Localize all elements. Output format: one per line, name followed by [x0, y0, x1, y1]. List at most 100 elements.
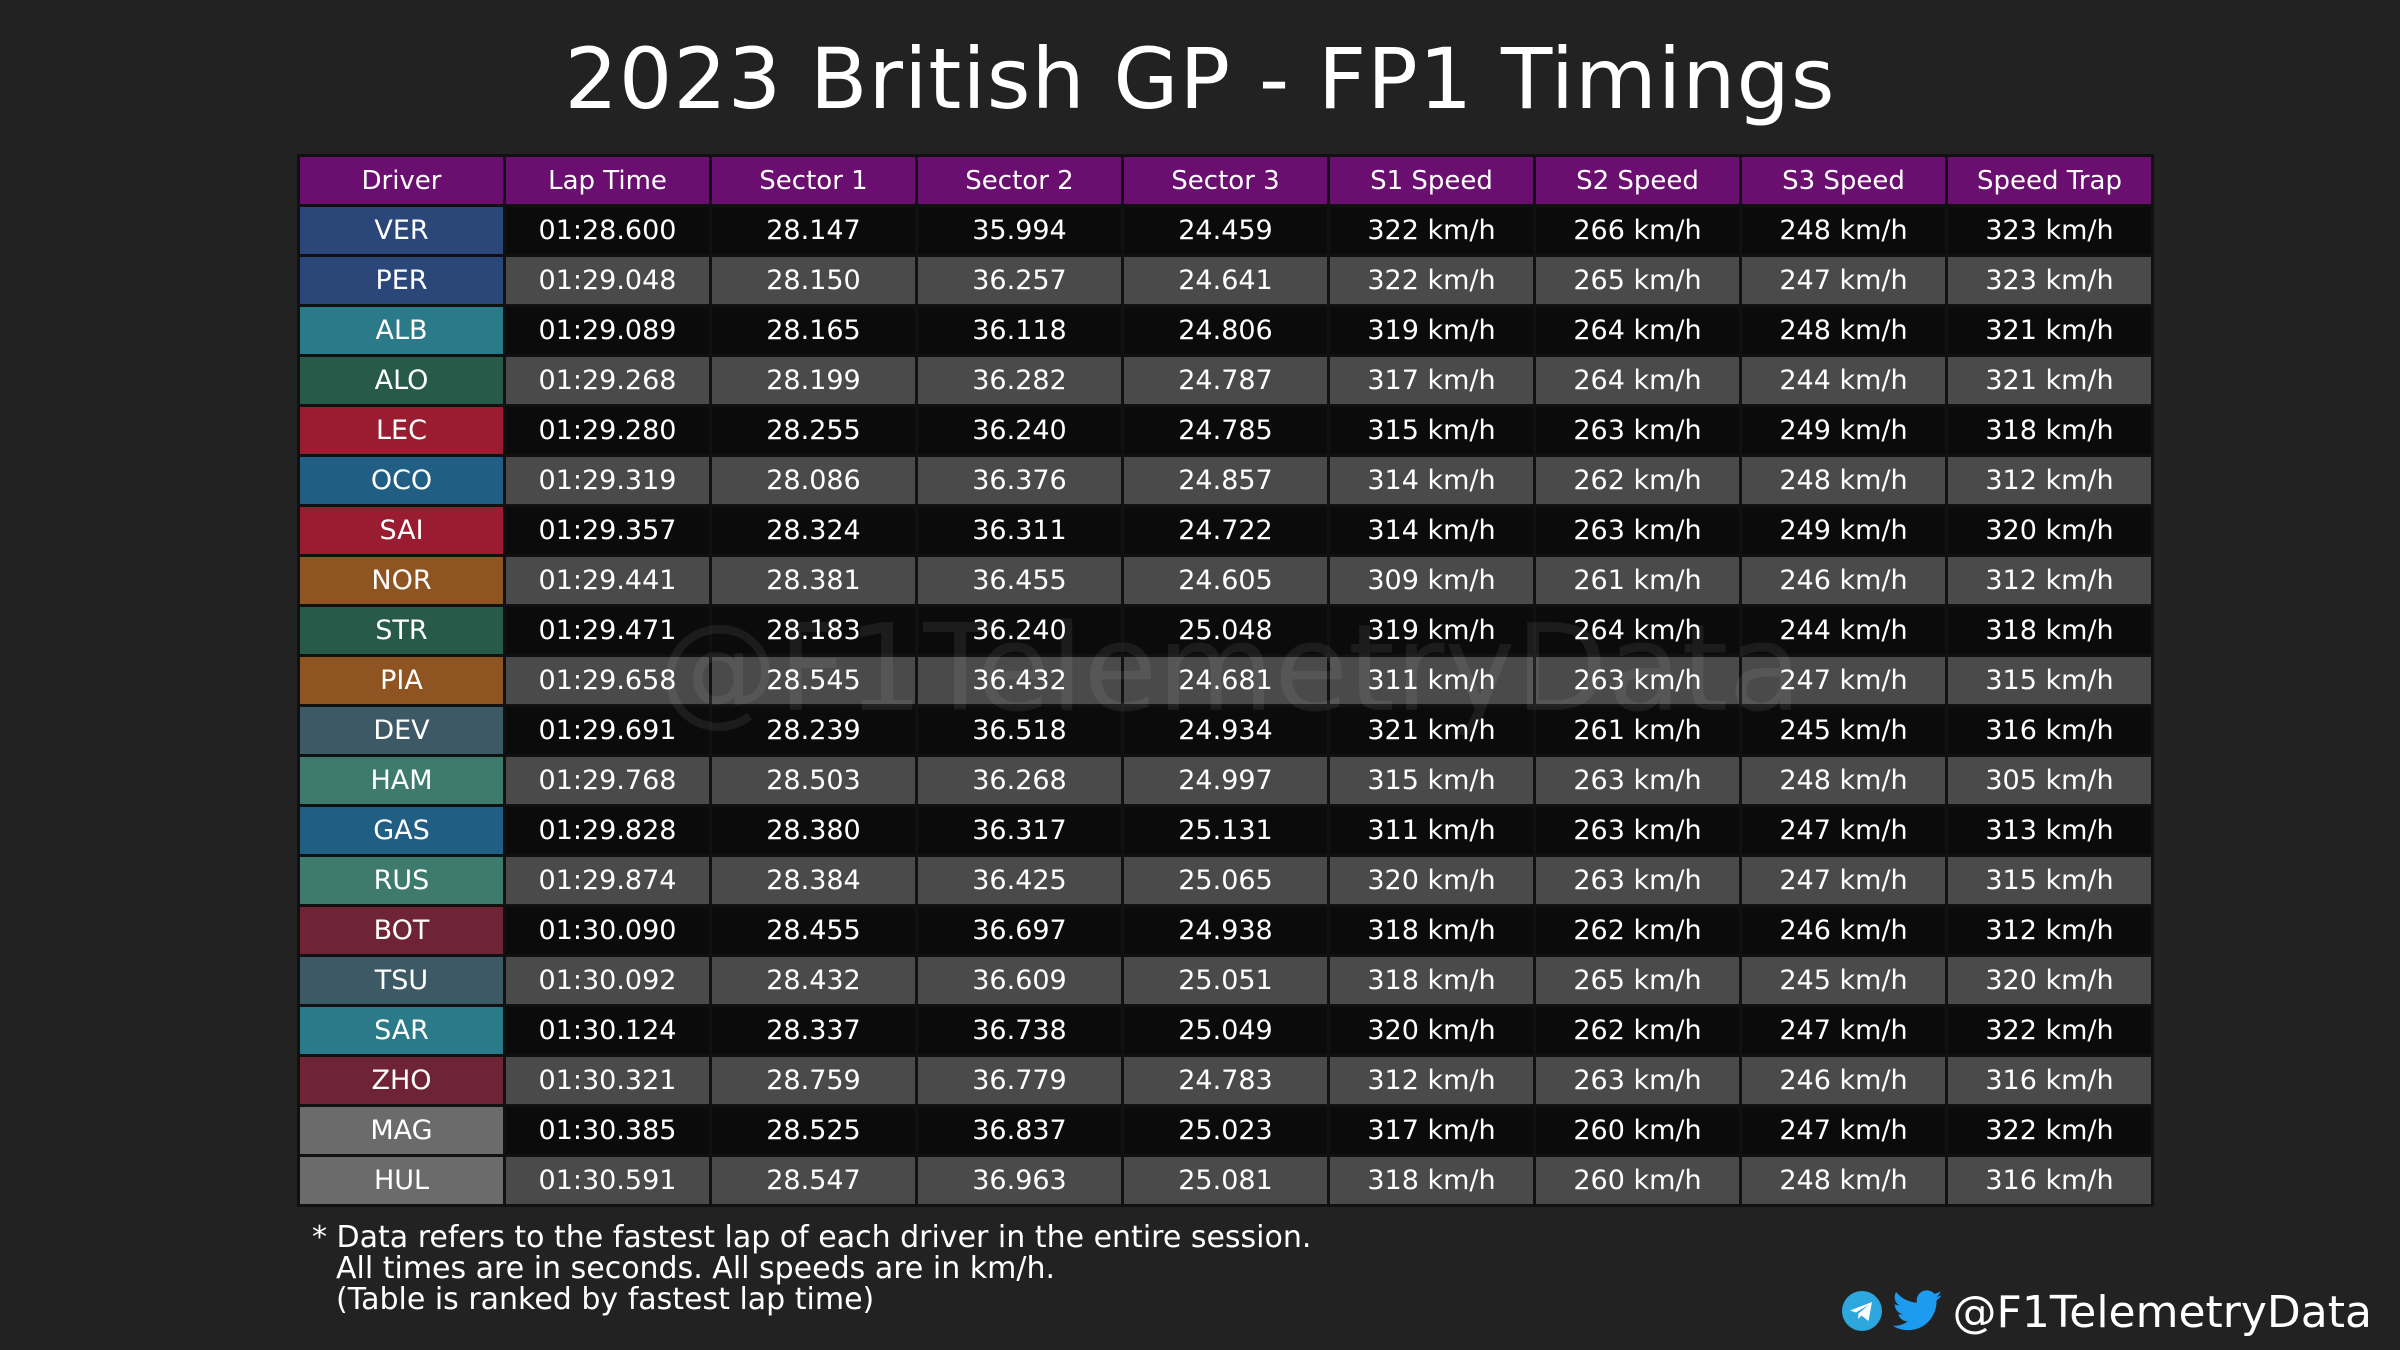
sector-1-cell: 28.381: [712, 557, 915, 604]
telegram-icon[interactable]: [1841, 1290, 1883, 1336]
s2-speed-cell: 262 km/h: [1536, 1007, 1739, 1054]
lap-time-cell: 01:30.090: [506, 907, 709, 954]
sector-1-cell: 28.199: [712, 357, 915, 404]
lap-time-cell: 01:29.357: [506, 507, 709, 554]
header-lap-time: Lap Time: [506, 157, 709, 204]
s3-speed-cell: 246 km/h: [1742, 1057, 1945, 1104]
sector-2-cell: 36.837: [918, 1107, 1121, 1154]
sector-1-cell: 28.183: [712, 607, 915, 654]
sector-2-cell: 36.376: [918, 457, 1121, 504]
s3-speed-cell: 244 km/h: [1742, 607, 1945, 654]
driver-cell: SAR: [300, 1007, 503, 1054]
sector-1-cell: 28.150: [712, 257, 915, 304]
lap-time-cell: 01:30.321: [506, 1057, 709, 1104]
s1-speed-cell: 318 km/h: [1330, 907, 1533, 954]
sector-3-cell: 24.806: [1124, 307, 1327, 354]
s3-speed-cell: 246 km/h: [1742, 907, 1945, 954]
lap-time-cell: 01:29.280: [506, 407, 709, 454]
sector-3-cell: 25.081: [1124, 1157, 1327, 1204]
s2-speed-cell: 266 km/h: [1536, 207, 1739, 254]
s1-speed-cell: 318 km/h: [1330, 957, 1533, 1004]
social-handle: @F1TelemetryData: [1841, 1287, 2372, 1338]
sector-2-cell: 36.738: [918, 1007, 1121, 1054]
speed-trap-cell: 312 km/h: [1948, 457, 2151, 504]
speed-trap-cell: 323 km/h: [1948, 207, 2151, 254]
s1-speed-cell: 317 km/h: [1330, 1107, 1533, 1154]
speed-trap-cell: 320 km/h: [1948, 957, 2151, 1004]
speed-trap-cell: 316 km/h: [1948, 1057, 2151, 1104]
lap-time-cell: 01:30.591: [506, 1157, 709, 1204]
s3-speed-cell: 247 km/h: [1742, 1107, 1945, 1154]
lap-time-cell: 01:29.768: [506, 757, 709, 804]
footnote-line-2: All times are in seconds. All speeds are…: [336, 1251, 1056, 1286]
sector-2-cell: 36.118: [918, 307, 1121, 354]
s2-speed-cell: 263 km/h: [1536, 807, 1739, 854]
driver-cell: PIA: [300, 657, 503, 704]
twitter-icon[interactable]: [1892, 1289, 1943, 1336]
sector-1-cell: 28.547: [712, 1157, 915, 1204]
s2-speed-cell: 265 km/h: [1536, 257, 1739, 304]
page-title: 2023 British GP - FP1 Timings: [564, 30, 1836, 128]
sector-1-cell: 28.545: [712, 657, 915, 704]
s2-speed-cell: 264 km/h: [1536, 307, 1739, 354]
lap-time-cell: 01:30.124: [506, 1007, 709, 1054]
lap-time-cell: 01:28.600: [506, 207, 709, 254]
speed-trap-cell: 318 km/h: [1948, 407, 2151, 454]
s1-speed-cell: 314 km/h: [1330, 507, 1533, 554]
header-s3-speed: S3 Speed: [1742, 157, 1945, 204]
sector-1-cell: 28.337: [712, 1007, 915, 1054]
s3-speed-cell: 248 km/h: [1742, 1157, 1945, 1204]
sector-1-cell: 28.239: [712, 707, 915, 754]
lap-time-cell: 01:29.319: [506, 457, 709, 504]
sector-3-cell: 24.783: [1124, 1057, 1327, 1104]
driver-cell: PER: [300, 257, 503, 304]
s2-speed-cell: 265 km/h: [1536, 957, 1739, 1004]
sector-3-cell: 24.857: [1124, 457, 1327, 504]
s3-speed-cell: 248 km/h: [1742, 207, 1945, 254]
s3-speed-cell: 248 km/h: [1742, 307, 1945, 354]
sector-2-cell: 36.257: [918, 257, 1121, 304]
lap-time-cell: 01:29.441: [506, 557, 709, 604]
sector-3-cell: 25.048: [1124, 607, 1327, 654]
sector-3-cell: 24.934: [1124, 707, 1327, 754]
s3-speed-cell: 247 km/h: [1742, 857, 1945, 904]
header-sector-1: Sector 1: [712, 157, 915, 204]
s1-speed-cell: 322 km/h: [1330, 257, 1533, 304]
sector-1-cell: 28.432: [712, 957, 915, 1004]
header-speed-trap: Speed Trap: [1948, 157, 2151, 204]
sector-1-cell: 28.147: [712, 207, 915, 254]
sector-1-cell: 28.086: [712, 457, 915, 504]
s2-speed-cell: 262 km/h: [1536, 907, 1739, 954]
speed-trap-cell: 313 km/h: [1948, 807, 2151, 854]
s3-speed-cell: 249 km/h: [1742, 407, 1945, 454]
sector-2-cell: 36.455: [918, 557, 1121, 604]
lap-time-cell: 01:29.658: [506, 657, 709, 704]
speed-trap-cell: 322 km/h: [1948, 1007, 2151, 1054]
s1-speed-cell: 309 km/h: [1330, 557, 1533, 604]
s2-speed-cell: 263 km/h: [1536, 1057, 1739, 1104]
driver-cell: GAS: [300, 807, 503, 854]
s3-speed-cell: 247 km/h: [1742, 657, 1945, 704]
sector-3-cell: 24.605: [1124, 557, 1327, 604]
s3-speed-cell: 247 km/h: [1742, 807, 1945, 854]
driver-cell: HAM: [300, 757, 503, 804]
sector-2-cell: 36.432: [918, 657, 1121, 704]
sector-2-cell: 36.697: [918, 907, 1121, 954]
sector-1-cell: 28.525: [712, 1107, 915, 1154]
sector-3-cell: 25.023: [1124, 1107, 1327, 1154]
s3-speed-cell: 244 km/h: [1742, 357, 1945, 404]
sector-2-cell: 35.994: [918, 207, 1121, 254]
speed-trap-cell: 315 km/h: [1948, 657, 2151, 704]
s1-speed-cell: 314 km/h: [1330, 457, 1533, 504]
driver-cell: LEC: [300, 407, 503, 454]
s3-speed-cell: 247 km/h: [1742, 1007, 1945, 1054]
sector-2-cell: 36.779: [918, 1057, 1121, 1104]
s2-speed-cell: 264 km/h: [1536, 357, 1739, 404]
s1-speed-cell: 311 km/h: [1330, 807, 1533, 854]
s2-speed-cell: 263 km/h: [1536, 657, 1739, 704]
sector-2-cell: 36.518: [918, 707, 1121, 754]
header-s2-speed: S2 Speed: [1536, 157, 1739, 204]
header-sector-3: Sector 3: [1124, 157, 1327, 204]
s1-speed-cell: 319 km/h: [1330, 307, 1533, 354]
driver-cell: BOT: [300, 907, 503, 954]
